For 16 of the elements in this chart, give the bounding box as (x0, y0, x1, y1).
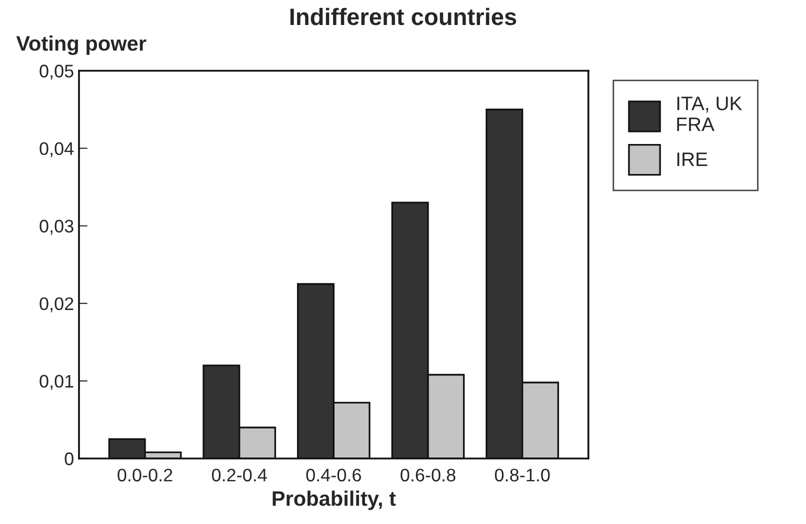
x-tick-label: 0.6-0.8 (400, 468, 456, 482)
y-tick-label: 0 (64, 452, 74, 466)
x-tick-label: 0.8-1.0 (494, 468, 550, 482)
chart-title: Indifferent countries (290, 8, 516, 26)
x-axis-title: Probability, t (272, 490, 396, 510)
legend-label: ITA, UK FRA (677, 96, 742, 132)
legend-label: IRE (677, 152, 708, 166)
y-tick-label: 0,02 (40, 297, 74, 312)
x-tick-label: 0.4-0.6 (306, 468, 361, 482)
x-tick-label: 0.2-0.4 (212, 468, 267, 482)
y-tick-label: 0,01 (40, 374, 74, 390)
y-tick-label: 0,05 (40, 64, 74, 80)
x-tick-label: 0.0-0.2 (118, 468, 172, 482)
y-tick-label: 0,03 (40, 220, 74, 235)
y-axis-title: Voting power (16, 36, 146, 56)
y-tick-label: 0,04 (40, 142, 74, 158)
